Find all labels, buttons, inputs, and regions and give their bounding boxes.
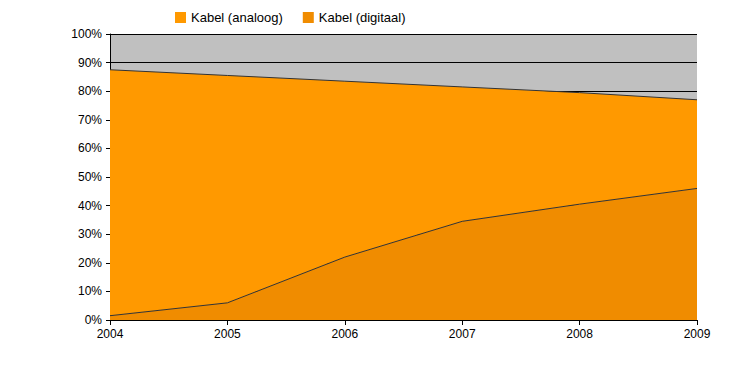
svg-text:50%: 50% [78, 170, 102, 184]
svg-text:30%: 30% [78, 227, 102, 241]
svg-text:2008: 2008 [566, 327, 593, 341]
svg-text:80%: 80% [78, 84, 102, 98]
svg-text:100%: 100% [71, 27, 102, 41]
svg-text:0%: 0% [85, 313, 103, 327]
svg-text:20%: 20% [78, 256, 102, 270]
svg-text:2004: 2004 [97, 327, 124, 341]
svg-text:90%: 90% [78, 56, 102, 70]
svg-text:40%: 40% [78, 199, 102, 213]
svg-text:Kabel (analoog): Kabel (analoog) [191, 10, 283, 25]
svg-text:2005: 2005 [214, 327, 241, 341]
svg-text:Kabel (digitaal): Kabel (digitaal) [319, 10, 406, 25]
svg-text:60%: 60% [78, 141, 102, 155]
svg-text:70%: 70% [78, 113, 102, 127]
svg-text:2007: 2007 [449, 327, 476, 341]
svg-text:2006: 2006 [331, 327, 358, 341]
svg-text:2009: 2009 [684, 327, 711, 341]
svg-text:10%: 10% [78, 284, 102, 298]
